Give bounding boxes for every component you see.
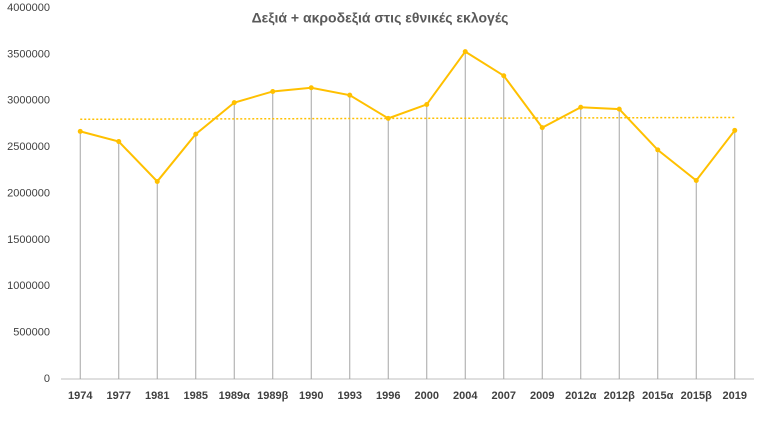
x-tick-label: 2009 [530, 390, 554, 402]
point [732, 127, 738, 133]
x-tick-label: 2000 [415, 390, 439, 402]
y-tick-label: 500000 [13, 327, 50, 339]
point [385, 115, 391, 121]
point [424, 101, 430, 107]
x-tick-label: 1996 [376, 390, 400, 402]
x-tick-label: 2019 [723, 390, 747, 402]
point [501, 73, 507, 79]
x-tick-label: 1989β [257, 390, 288, 402]
x-tick-label: 2012α [565, 390, 596, 402]
point [616, 106, 622, 112]
y-tick-label: 2500000 [7, 141, 50, 153]
x-tick-label: 2015α [642, 390, 673, 402]
y-tick-label: 0 [44, 373, 50, 385]
point [693, 178, 699, 184]
point [578, 104, 584, 110]
point [308, 85, 314, 91]
point [270, 88, 276, 94]
point [462, 49, 468, 55]
point [539, 125, 545, 131]
y-tick-label: 3500000 [7, 48, 50, 60]
x-tick-label: 2004 [453, 390, 478, 402]
y-tick-label: 3000000 [7, 95, 50, 107]
x-tick-label: 1989α [219, 390, 250, 402]
x-tick-label: 2007 [492, 390, 516, 402]
series-line [79, 50, 736, 183]
y-tick-label: 4000000 [7, 2, 50, 14]
y-tick-label: 1000000 [7, 280, 50, 292]
chart-title: Δεξιά + ακροδεξιά στις εθνικές εκλογές [252, 10, 509, 26]
x-tick-label: 2012β [604, 390, 635, 402]
x-tick-label: 1977 [107, 390, 131, 402]
x-tick-label: 1990 [299, 390, 323, 402]
point [231, 100, 237, 106]
trendline [80, 116, 735, 121]
y-tick-label: 1500000 [7, 234, 50, 246]
x-tick-label: 2015β [681, 390, 712, 402]
x-tick-label: 1993 [338, 390, 362, 402]
point [116, 139, 122, 145]
point [193, 131, 199, 137]
point [77, 128, 83, 134]
x-tick-label: 1985 [184, 390, 208, 402]
x-tick-label: 1981 [145, 390, 169, 402]
x-tick-label: 1974 [68, 390, 93, 402]
point [154, 178, 160, 184]
point [655, 147, 661, 153]
y-tick-label: 2000000 [7, 187, 50, 199]
point [347, 92, 353, 98]
